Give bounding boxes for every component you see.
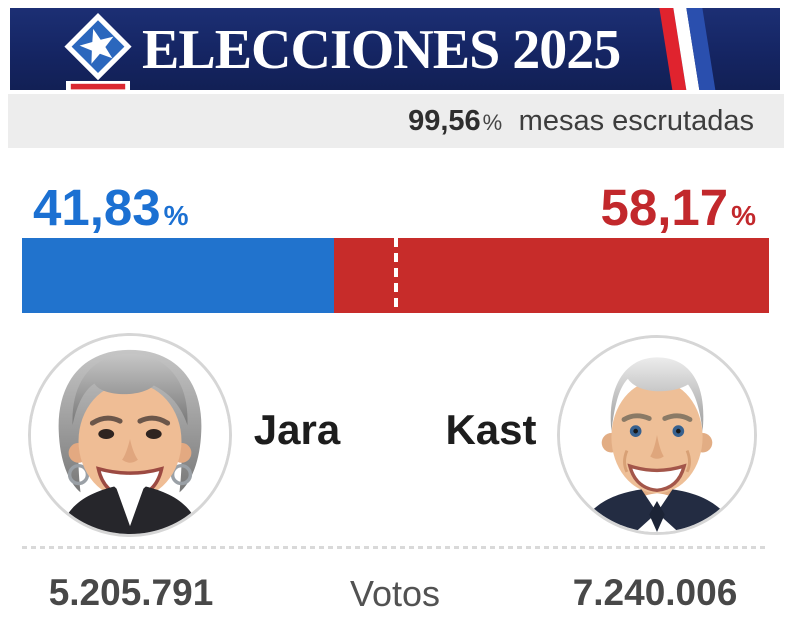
header-banner: ELECCIONES 2025	[10, 8, 780, 90]
jara-photo	[28, 333, 232, 537]
tables-counted-label: mesas escrutadas	[518, 105, 754, 137]
kast-percent-value: 58,17	[600, 179, 729, 236]
kast-percent: 58,17%	[600, 178, 756, 237]
jara-bar-segment	[22, 238, 335, 313]
votes-label: Votos	[349, 573, 441, 614]
results-stacked-bar	[22, 238, 769, 313]
jara-votes: 5.205.791	[48, 572, 214, 613]
jara-percent-value: 41,83	[33, 179, 161, 236]
kast-name: Kast	[445, 406, 537, 453]
fifty-percent-dashed-line	[393, 238, 398, 313]
woman-portrait-icon	[31, 336, 229, 534]
tables-counted-bar: 99,56% mesas escrutadas	[8, 94, 784, 148]
kast-photo	[557, 335, 757, 535]
kast-votes: 7.240.006	[572, 572, 738, 613]
tables-counted-value: 99,56	[408, 105, 481, 137]
jara-name: Jara	[253, 406, 341, 453]
jara-percent-unit: %	[163, 200, 189, 231]
kast-percent-unit: %	[731, 200, 756, 231]
ballot-box-icon	[64, 13, 132, 90]
dashed-divider	[22, 546, 768, 549]
tables-counted-unit: %	[482, 110, 503, 135]
page-title: ELECCIONES 2025	[142, 19, 621, 81]
jara-percent: 41,83%	[33, 178, 189, 237]
kast-bar-segment	[334, 238, 769, 313]
man-portrait-icon	[560, 338, 754, 532]
